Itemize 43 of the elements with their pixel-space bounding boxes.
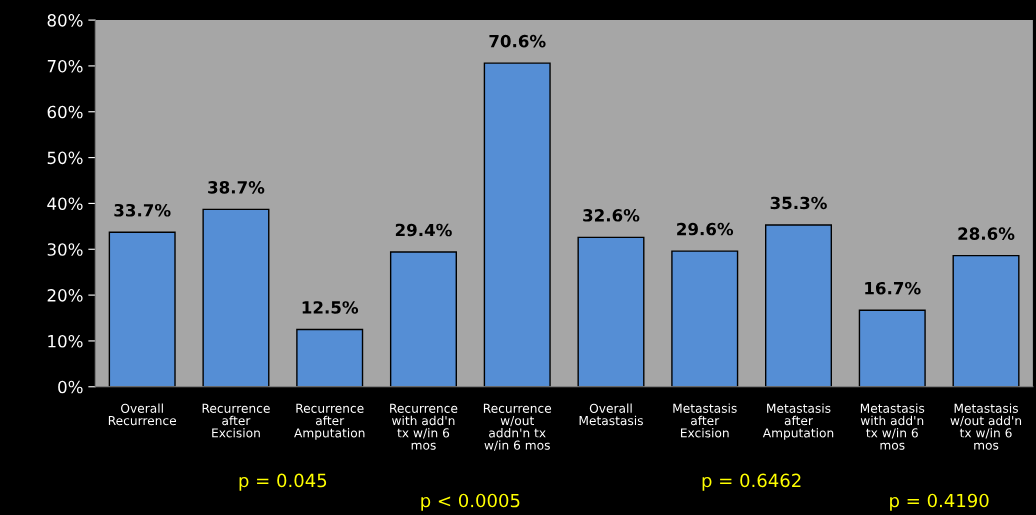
y-tick-label: 50%	[47, 151, 83, 165]
data-label: 29.4%	[395, 223, 452, 237]
y-tick-label: 80%	[47, 14, 83, 27]
bar	[764, 224, 833, 387]
y-tick-label: 0%	[58, 380, 83, 394]
bar	[296, 328, 364, 387]
data-label: 35.3%	[770, 196, 827, 210]
y-tick-label: 20%	[47, 289, 83, 302]
data-label: 12.5%	[302, 301, 359, 314]
x-tick-label: Overall Recurrence	[108, 403, 177, 426]
bar	[577, 236, 645, 387]
y-tick-label: 10%	[48, 334, 83, 348]
data-label: 70.6%	[489, 34, 546, 48]
bar	[389, 251, 457, 387]
bar	[671, 250, 739, 387]
bar	[202, 208, 270, 387]
x-tick-label: Recurrence with add'n tx w/in 6 mos	[390, 403, 458, 450]
x-tick-label: Metastasis with add'n tx w/in 6 mos	[860, 403, 925, 450]
x-tick-label: Recurrence after Excision	[202, 403, 270, 438]
data-label: 29.6%	[677, 222, 734, 236]
text: p = 0.6462	[702, 473, 801, 491]
x-tick-label: Metastasis w/out add'n tx w/in 6 mos	[950, 403, 1022, 450]
x-tick-label: Metastasis after Amputation	[762, 403, 834, 440]
x-tick-label: Metastasis after Excision	[673, 403, 737, 438]
data-label: 33.7%	[114, 203, 171, 217]
y-tick-label: 70%	[47, 59, 83, 73]
data-label: 32.6%	[583, 209, 640, 222]
bar	[858, 309, 926, 387]
data-label: 16.7%	[865, 281, 921, 295]
bar	[108, 231, 176, 387]
text: p < 0.0005	[421, 493, 520, 511]
text: p = 0.4190	[890, 493, 989, 511]
data-label: 38.7%	[208, 181, 265, 194]
bar	[952, 254, 1020, 387]
y-tick-label: 40%	[47, 197, 83, 210]
x-tick-label: Recurrence after Amputation	[294, 403, 365, 440]
bar	[483, 62, 551, 387]
y-tick-label: 30%	[47, 243, 83, 256]
x-tick-label: Recurrence w/out addn'n tx w/in 6 mos	[483, 403, 552, 451]
y-tick-label: 60%	[47, 105, 83, 119]
x-tick-label: Overall Metastasis	[579, 403, 643, 426]
text: p = 0.045	[239, 473, 327, 491]
data-label: 28.6%	[958, 227, 1015, 240]
